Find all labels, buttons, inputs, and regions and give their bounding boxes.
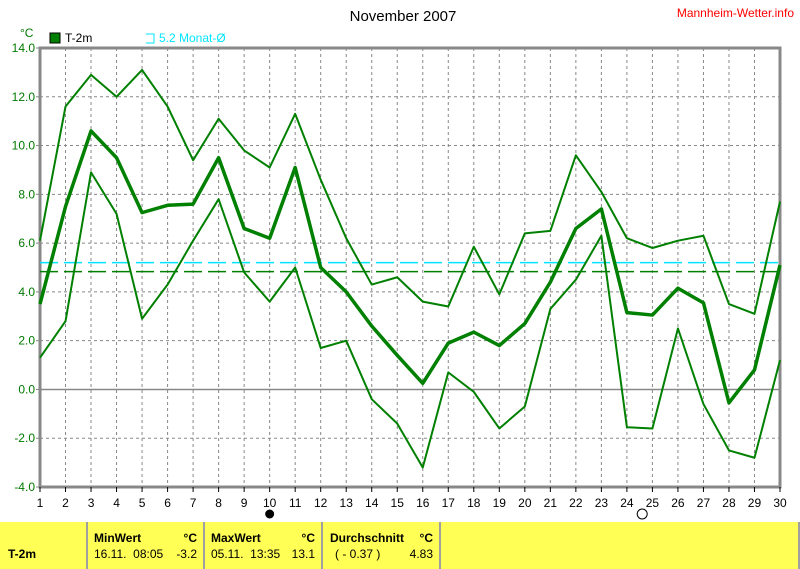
x-tick-label: 7 [190,496,197,510]
avg-header: Durchschnitt [330,531,405,545]
x-tick-label: 26 [671,496,685,510]
min-cell: MinWert °C 16.11. 08:05 -3.2 [88,522,205,569]
avg-cell: Durchschnitt °C ( - 0.37 ) 4.83 [323,522,441,569]
x-tick-label: 27 [697,496,711,510]
avg-value: 4.83 [409,547,433,561]
x-tick-label: 14 [365,496,379,510]
y-axis-unit: °C [20,26,34,40]
brand-link[interactable]: Mannheim-Wetter.info [677,6,794,20]
x-tick-label: 28 [722,496,736,510]
series-max-line [39,68,781,315]
x-tick-label: 20 [518,496,532,510]
plot-frame [38,46,782,489]
legend-t2m-label: T-2m [65,31,92,45]
avg-unit: °C [419,531,433,545]
x-tick-label: 9 [241,496,248,510]
x-tick-label: 12 [314,496,328,510]
chart-title: November 2007 [350,8,457,25]
x-tick-label: 1 [37,496,44,510]
series-min-line [39,171,781,469]
y-tick-label: 8.0 [18,187,35,201]
min-datetime: 16.11. 08:05 [94,547,164,561]
x-tick-label: 6 [164,496,171,510]
y-tick-label: 14.0 [12,41,36,55]
avg-deviation: ( - 0.37 ) [335,547,381,561]
y-tick-label: 12.0 [12,90,36,104]
x-tick-label: 22 [569,496,583,510]
x-tick-label: 4 [113,496,120,510]
x-tick-label: 25 [646,496,660,510]
x-tick-label: 15 [391,496,405,510]
open-moon-icon [636,508,648,520]
x-tick-label: 13 [340,496,354,510]
x-tick-label: 5 [139,496,146,510]
y-tick-label: 2.0 [18,334,35,348]
row-label-cell: T-2m [0,522,88,569]
temperature-chart: November 2007 Mannheim-Wetter.info °C T-… [12,6,794,520]
row-label: T-2m [8,547,37,561]
max-header: MaxWert [211,531,261,545]
max-cell: MaxWert °C 05.11. 13:35 13.1 [205,522,323,569]
legend-t2m-icon [49,32,61,44]
x-tick-label: 10 [263,496,277,510]
x-tick-label: 24 [620,496,634,510]
legend-monthly-avg-label: 5.2 Monat-Ø [159,31,226,45]
x-tick-label: 16 [416,496,430,510]
x-tick-label: 23 [595,496,609,510]
x-tick-label: 3 [88,496,95,510]
min-value: -3.2 [176,547,197,561]
x-tick-label: 2 [62,496,69,510]
x-tick-label: 8 [215,496,222,510]
x-tick-label: 11 [289,496,302,510]
x-tick-label: 17 [442,496,456,510]
y-tick-label: -2.0 [14,431,35,445]
x-tick-label: 30 [773,496,787,510]
y-tick-label: 10.0 [12,139,36,153]
empty-cell [441,522,800,569]
max-unit: °C [301,531,315,545]
min-unit: °C [183,531,197,545]
statistics-table: T-2m MinWert °C 16.11. 08:05 -3.2 MaxWer… [0,522,800,569]
y-tick-label: 6.0 [18,236,35,250]
max-value: 13.1 [291,547,315,561]
x-tick-label: 29 [748,496,762,510]
filled-moon-icon [265,509,275,519]
y-tick-label: 0.0 [18,382,35,396]
y-tick-label: 4.0 [18,285,35,299]
x-tick-label: 18 [467,496,481,510]
y-tick-label: -4.0 [14,480,35,494]
legend-monthly-avg-icon [146,33,155,44]
min-header: MinWert [94,531,142,545]
max-datetime: 05.11. 13:35 [211,547,281,561]
x-tick-label: 19 [493,496,507,510]
series-mean-line [38,129,782,405]
x-tick-label: 21 [544,496,558,510]
